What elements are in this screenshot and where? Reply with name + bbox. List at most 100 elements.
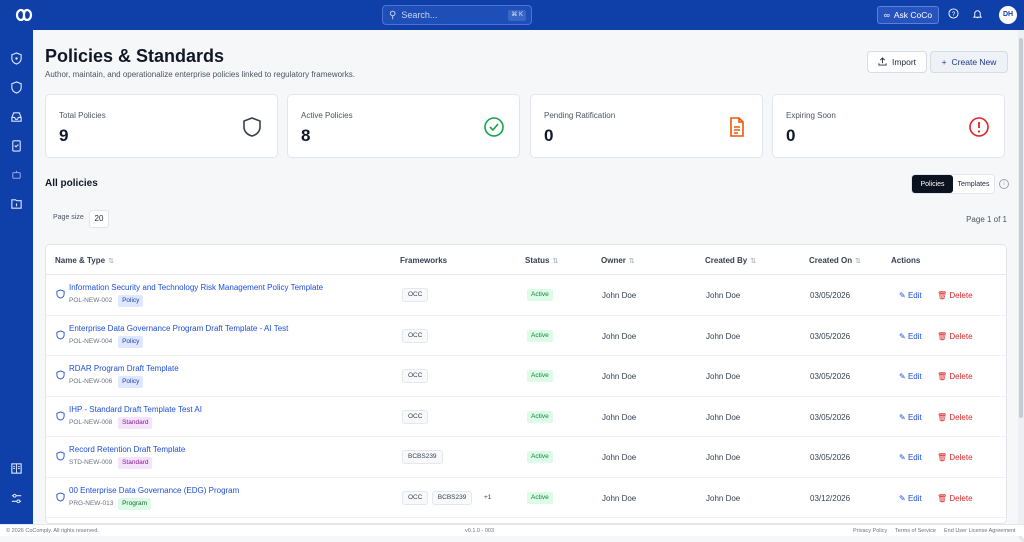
status-badge: Active: [527, 370, 553, 382]
col-status[interactable]: Status ⇅: [525, 256, 559, 265]
framework-more[interactable]: +1: [484, 493, 492, 501]
trash-icon: 🗑: [937, 372, 950, 381]
policy-name-link[interactable]: Enterprise Data Governance Program Draft…: [69, 323, 289, 333]
svg-text:?: ?: [951, 11, 955, 18]
create-new-label: Create New: [951, 57, 997, 67]
created-by-cell: John Doe: [706, 493, 741, 503]
edit-icon: ✎: [899, 493, 908, 503]
policy-code: STD-NEW-009: [69, 459, 113, 466]
page-info: Page 1 of 1: [966, 215, 1007, 224]
trash-icon: 🗑: [937, 291, 950, 300]
edit-button[interactable]: ✎ Edit: [899, 291, 922, 300]
stat-value: 0: [786, 126, 796, 145]
shield-nav-icon[interactable]: [9, 52, 24, 67]
stat-label: Expiring Soon: [786, 111, 836, 120]
section-title: All policies: [45, 178, 98, 189]
clipboard-check-nav-icon[interactable]: [9, 139, 24, 154]
delete-button[interactable]: 🗑 Delete: [937, 331, 973, 341]
created-on-cell: 03/05/2026: [810, 372, 851, 381]
shield-icon: [241, 116, 263, 138]
table-row: IHP - Standard Draft Template Test AI POL…: [46, 397, 1006, 437]
delete-button[interactable]: 🗑 Delete: [937, 291, 973, 300]
infinity-logo-icon[interactable]: [9, 6, 39, 24]
scrollbar[interactable]: [1018, 30, 1024, 524]
stat-card-pending: Pending Ratification 0: [530, 94, 763, 158]
col-owner[interactable]: Owner ⇅: [601, 256, 635, 265]
ask-coco-label: Ask CoCo: [893, 10, 933, 20]
col-created-on[interactable]: Created On ⇅: [809, 256, 861, 265]
info-icon[interactable]: i: [999, 179, 1009, 189]
policy-code: POL-NEW-004: [69, 337, 113, 345]
shield-row-icon: [56, 370, 65, 380]
policy-name-link[interactable]: RDAR Program Draft Template: [69, 364, 179, 373]
sidebar: [0, 30, 33, 524]
stat-label: Pending Ratification: [544, 111, 616, 120]
tab-templates[interactable]: Templates: [957, 180, 990, 188]
created-by-cell: John Doe: [706, 453, 741, 462]
owner-cell: John Doe: [602, 291, 637, 300]
stat-card-expiring: Expiring Soon 0: [772, 94, 1005, 158]
edit-button[interactable]: ✎ Edit: [899, 412, 922, 422]
create-new-button[interactable]: + Create New: [930, 51, 1008, 73]
privacy-link[interactable]: Privacy Policy: [853, 528, 888, 534]
delete-button[interactable]: 🗑 Delete: [937, 493, 973, 503]
import-button[interactable]: Import: [867, 51, 927, 73]
inbox-nav-icon[interactable]: [9, 110, 24, 125]
help-icon[interactable]: ?: [946, 8, 960, 22]
edit-button[interactable]: ✎ Edit: [899, 493, 922, 503]
tab-policies[interactable]: Policies: [912, 175, 953, 193]
edit-icon: ✎: [899, 453, 908, 462]
eula-link[interactable]: End User License Agreement: [944, 528, 1016, 534]
delete-button[interactable]: 🗑 Delete: [937, 412, 973, 422]
folder-map-nav-icon[interactable]: [9, 197, 24, 212]
search-input[interactable]: ⚲ Search... ⌘ K: [382, 5, 532, 25]
policies-table: Name & Type ⇅ Frameworks Status ⇅ Owner ⇅ C…: [45, 244, 1007, 524]
stat-value: 0: [544, 126, 554, 145]
created-by-cell: John Doe: [706, 412, 741, 422]
top-bar: ⚲ Search... ⌘ K ∞ Ask CoCo ? DH: [0, 0, 1024, 30]
col-name-type[interactable]: Name & Type ⇅: [55, 256, 114, 265]
edit-button[interactable]: ✎ Edit: [899, 453, 922, 462]
type-badge: Standard: [118, 416, 153, 429]
terms-link[interactable]: Terms of Service: [895, 528, 936, 534]
stat-label: Active Policies: [301, 111, 353, 120]
search-shortcut: ⌘ K: [508, 10, 526, 21]
user-avatar[interactable]: DH: [999, 6, 1017, 24]
table-header: Name & Type ⇅ Frameworks Status ⇅ Owner ⇅ C…: [46, 245, 1006, 275]
policy-code: POL-NEW-002: [69, 297, 113, 304]
edit-button[interactable]: ✎ Edit: [899, 372, 922, 381]
page-subtitle: Author, maintain, and operationalize ent…: [45, 70, 355, 79]
policy-name-link[interactable]: Information Security and Technology Risk…: [69, 283, 324, 292]
col-created-by[interactable]: Created By ⇅: [705, 256, 757, 265]
page-size-select[interactable]: 20: [89, 210, 109, 228]
plus-icon: +: [941, 57, 947, 67]
trash-icon: 🗑: [937, 412, 950, 422]
shield-row-icon: [56, 289, 65, 299]
delete-button[interactable]: 🗑 Delete: [937, 453, 973, 462]
book-nav-icon[interactable]: [9, 462, 24, 477]
framework-tag: BCBS239: [402, 450, 443, 464]
shield-row-icon: [56, 410, 65, 421]
edit-icon: ✎: [899, 372, 908, 381]
policy-name-link[interactable]: Record Retention Draft Template: [69, 445, 186, 454]
robot-nav-icon[interactable]: [9, 168, 24, 183]
created-on-cell: 03/05/2026: [810, 453, 851, 462]
policy-name-link[interactable]: IHP - Standard Draft Template Test AI: [69, 404, 202, 414]
check-circle-icon: [483, 116, 505, 138]
type-badge: Standard: [118, 457, 153, 469]
policy-name-link[interactable]: 00 Enterprise Data Governance (EDG) Prog…: [69, 485, 240, 495]
created-on-cell: 03/12/2026: [810, 493, 851, 503]
ask-coco-button[interactable]: ∞ Ask CoCo: [877, 6, 939, 24]
upload-icon: [878, 56, 887, 68]
status-badge: Active: [527, 410, 553, 423]
edit-icon: ✎: [899, 291, 908, 300]
edit-button[interactable]: ✎ Edit: [899, 331, 922, 341]
delete-button[interactable]: 🗑 Delete: [937, 372, 973, 381]
framework-tag: OCC: [402, 369, 429, 383]
shield-outline-nav-icon[interactable]: [9, 81, 24, 96]
bell-icon[interactable]: [970, 8, 984, 22]
type-badge: Policy: [118, 295, 144, 307]
scrollbar-thumb[interactable]: [1019, 38, 1023, 418]
sliders-nav-icon[interactable]: [9, 492, 24, 507]
created-by-cell: John Doe: [706, 331, 741, 341]
